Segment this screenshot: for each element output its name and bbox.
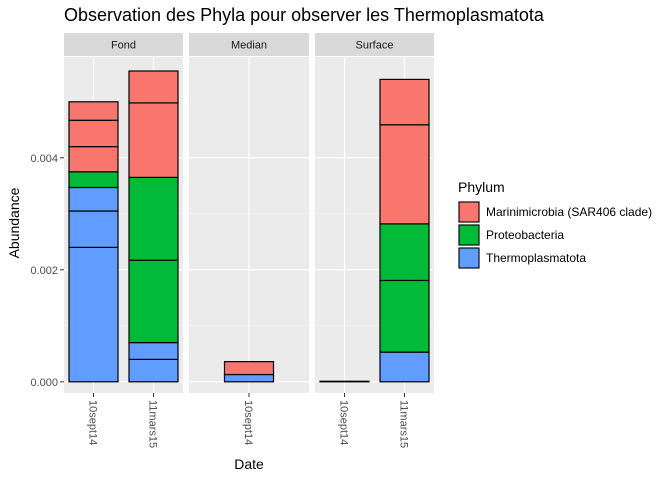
y-tick-label: 0.000 (30, 377, 58, 389)
y-tick-label: 0.004 (30, 153, 58, 165)
legend-key (458, 201, 480, 223)
x-axis-title: Date (234, 456, 264, 472)
bar-segment (68, 210, 119, 249)
facet-panel-surface: Surface 10sept14 11mars15 (315, 33, 434, 448)
facet-strip (189, 33, 309, 56)
facet-strip-label: Fond (111, 40, 136, 52)
bar-segment (68, 146, 119, 173)
legend: Phylum Marinimicrobia (SAR406 clade) Prot… (458, 179, 652, 269)
bar-segment (379, 223, 430, 282)
bar-segment (223, 373, 275, 383)
bar-segment (68, 186, 119, 212)
bar-segment (128, 176, 179, 261)
bar-segment (128, 102, 179, 179)
legend-label: Proteobacteria (486, 228, 564, 242)
bar-segment (68, 101, 119, 121)
x-tick-label: 10sept14 (338, 400, 350, 445)
chart-title: Observation des Phyla pour observer les … (64, 5, 545, 25)
y-tick-label: 0.002 (30, 265, 58, 277)
legend-label: Marinimicrobia (SAR406 clade) (486, 205, 652, 219)
bar-segment (379, 351, 430, 383)
facet-strip-label: Median (231, 40, 267, 52)
bar-segment (128, 358, 179, 383)
legend-title: Phylum (458, 179, 505, 195)
x-tick-label: 10sept14 (87, 400, 99, 445)
bar-segment (379, 279, 430, 353)
facet-strip (315, 33, 434, 56)
bar-segment (128, 259, 179, 344)
x-tick-label: 11mars15 (398, 400, 410, 448)
legend-key (458, 224, 480, 246)
bar-segment (319, 380, 370, 383)
facet-strip-label: Surface (356, 40, 394, 52)
bar-segment (68, 171, 119, 189)
bar-segment (379, 78, 430, 126)
x-tick-label: 10sept14 (242, 400, 254, 445)
bar-segment (68, 119, 119, 148)
legend-label: Thermoplasmatota (486, 251, 586, 265)
y-axis-title: Abundance (6, 187, 22, 258)
facet-strip (64, 33, 183, 56)
legend-key (458, 247, 480, 269)
facet-panel-fond: Fond 10sept14 11mars15 (64, 33, 183, 448)
bar-segment (128, 70, 179, 104)
x-tick-label: 11mars15 (147, 400, 159, 448)
facet-panel-median: Median 10sept14 (189, 33, 309, 445)
bar-segment (68, 246, 119, 383)
bar-segment (223, 361, 275, 376)
bar-segment (128, 342, 179, 361)
bar-segment (379, 124, 430, 225)
